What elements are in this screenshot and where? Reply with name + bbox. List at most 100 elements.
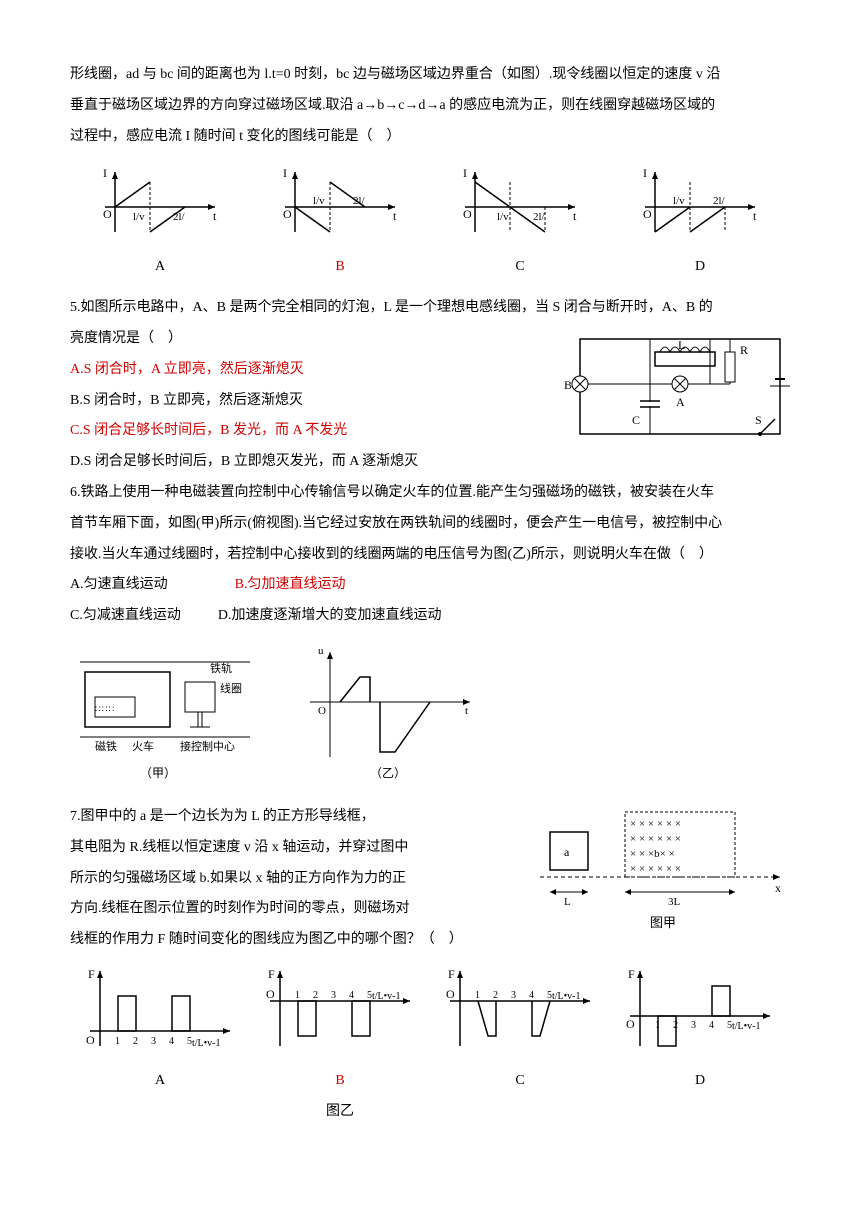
svg-text:L: L: [564, 896, 571, 908]
svg-text:∷∷∷: ∷∷∷: [95, 704, 115, 714]
svg-text:接控制中心: 接控制中心: [180, 739, 235, 753]
svg-text:t/L•v-1: t/L•v-1: [552, 991, 581, 1002]
svg-text:3L: 3L: [668, 896, 681, 908]
q7-option-b: B: [260, 1066, 420, 1097]
svg-text:2l/: 2l/: [533, 211, 546, 223]
svg-text:t/L•v-1: t/L•v-1: [732, 1021, 761, 1032]
svg-text:F: F: [268, 967, 275, 981]
svg-text:I: I: [463, 166, 467, 180]
svg-text:O: O: [266, 987, 275, 1001]
svg-text:× × × × × ×: × × × × × ×: [630, 818, 681, 830]
svg-text:2: 2: [493, 990, 498, 1001]
svg-text:R: R: [740, 343, 748, 357]
svg-text:图甲: 图甲: [650, 915, 676, 930]
q6-option-b: B.匀加速直线运动: [235, 577, 346, 592]
svg-text:O: O: [643, 207, 652, 221]
svg-text:2l/: 2l/: [353, 195, 366, 207]
svg-text:t/L•v-1: t/L•v-1: [192, 1038, 221, 1049]
svg-text:O: O: [86, 1033, 95, 1047]
svg-text:O: O: [626, 1017, 635, 1031]
q4-option-b: B: [275, 252, 405, 283]
svg-text:1: 1: [475, 990, 480, 1001]
svg-text:4: 4: [349, 990, 354, 1001]
q6-intro2: 首节车厢下面，如图(甲)所示(俯视图).当它经过安放在两铁轨间的线圈时，便会产生…: [70, 509, 790, 540]
q7-option-d: D: [620, 1066, 780, 1097]
svg-text:磁铁: 磁铁: [95, 740, 117, 753]
svg-text:t: t: [213, 209, 217, 223]
q4-graph-d: I t O l/v 2l/: [635, 162, 765, 252]
svg-text:× × ×b× ×: × × ×b× ×: [630, 848, 675, 860]
svg-text:（甲）: （甲）: [140, 766, 176, 780]
svg-text:S: S: [755, 413, 762, 427]
svg-text:1: 1: [115, 1036, 120, 1047]
q4-text-1: 形线圈，ad 与 bc 间的距离也为 l.t=0 时刻，bc 边与磁场区域边界重…: [70, 60, 790, 91]
svg-text:t/L•v-1: t/L•v-1: [372, 991, 401, 1002]
svg-text:3: 3: [691, 1020, 696, 1031]
q5-circuit-diagram: L A B C R S: [560, 324, 790, 454]
svg-text:O: O: [463, 207, 472, 221]
svg-text:u: u: [318, 645, 324, 657]
svg-text:I: I: [103, 166, 107, 180]
svg-text:O: O: [446, 987, 455, 1001]
q6-option-d: D.加速度逐渐增大的变加速直线运动: [218, 608, 442, 623]
q4-option-d: D: [635, 252, 765, 283]
svg-text:A: A: [676, 395, 685, 409]
svg-text:O: O: [283, 207, 292, 221]
svg-text:火车: 火车: [132, 739, 154, 753]
q7-option-c: C: [440, 1066, 600, 1097]
svg-text:2l/: 2l/: [173, 211, 186, 223]
svg-text:1: 1: [655, 1020, 660, 1031]
svg-text:O: O: [103, 207, 112, 221]
svg-text:2: 2: [313, 990, 318, 1001]
svg-text:3: 3: [511, 990, 516, 1001]
q4-option-c: C: [455, 252, 585, 283]
q6-option-c: C.匀减速直线运动: [70, 608, 181, 623]
q7-tuyi-label: 图乙: [260, 1097, 420, 1128]
svg-text:2l/: 2l/: [713, 195, 726, 207]
svg-text:1: 1: [295, 990, 300, 1001]
q4-graph-c: I t O l/v 2l/: [455, 162, 585, 252]
svg-text:B: B: [564, 378, 572, 392]
svg-text:3: 3: [151, 1036, 156, 1047]
q4-graph-a: I t O l/v 2l/: [95, 162, 225, 252]
svg-text:t: t: [573, 209, 577, 223]
svg-text:C: C: [632, 413, 640, 427]
q6-option-a: A.匀速直线运动: [70, 577, 168, 592]
svg-text:× × × × × ×: × × × × × ×: [630, 833, 681, 845]
svg-text:l/v: l/v: [133, 211, 145, 223]
svg-text:2: 2: [673, 1020, 678, 1031]
svg-text:× × × × × ×: × × × × × ×: [630, 863, 681, 875]
q4-graphs: I t O l/v 2l/ A I t O l/v 2l/ B: [70, 162, 790, 283]
svg-text:l/v: l/v: [313, 195, 325, 207]
q7-graph-c: F O 12345 t/L•v-1: [440, 966, 600, 1066]
svg-text:4: 4: [709, 1020, 714, 1031]
q7-graph-a: F O 12345 t/L•v-1: [80, 966, 240, 1066]
svg-text:l/v: l/v: [673, 195, 685, 207]
svg-text:I: I: [643, 166, 647, 180]
q6-intro3: 接收.当火车通过线圈时，若控制中心接收到的线圈两端的电压信号为图(乙)所示，则说…: [70, 540, 790, 571]
q6-intro1: 6.铁路上使用一种电磁装置向控制中心传输信号以确定火车的位置.能产生匀强磁场的磁…: [70, 478, 790, 509]
svg-text:F: F: [88, 967, 95, 981]
q4-text-3: 过程中，感应电流 I 随时间 t 变化的图线可能是（ ）: [70, 122, 790, 153]
q7-graph-d: F O 12345 t/L•v-1: [620, 966, 780, 1066]
svg-text:t: t: [393, 209, 397, 223]
svg-text:3: 3: [331, 990, 336, 1001]
svg-text:2: 2: [133, 1036, 138, 1047]
svg-text:线圈: 线圈: [220, 681, 242, 695]
q5-intro: 5.如图所示电路中，A、B 是两个完全相同的灯泡，L 是一个理想电感线圈，当 S…: [70, 293, 790, 324]
q4-option-a: A: [95, 252, 225, 283]
q7-figure-jia: a × × × × × × × × × × × × × × ×b× × × × …: [530, 802, 790, 932]
q4-graph-b: I t O l/v 2l/: [275, 162, 405, 252]
svg-text:t: t: [465, 705, 468, 717]
q7-graphs: F O 12345 t/L•v-1 A F O 12345 t/L•v-1: [70, 966, 790, 1128]
svg-text:4: 4: [529, 990, 534, 1001]
q4-text-2: 垂直于磁场区域边界的方向穿过磁场区域.取沿 a→b→c→d→a 的感应电流为正，…: [70, 91, 790, 122]
q7-option-a: A: [80, 1066, 240, 1097]
q6-figure: ∷∷∷ 铁轨 线圈 磁铁 火车 接控制中心 （甲） u t O （乙）: [70, 642, 490, 792]
svg-text:I: I: [283, 166, 287, 180]
q7-graph-b: F O 12345 t/L•v-1: [260, 966, 420, 1066]
svg-text:（乙）: （乙）: [370, 766, 406, 780]
svg-text:铁轨: 铁轨: [210, 661, 232, 675]
svg-text:x: x: [775, 881, 781, 895]
svg-text:F: F: [628, 967, 635, 981]
